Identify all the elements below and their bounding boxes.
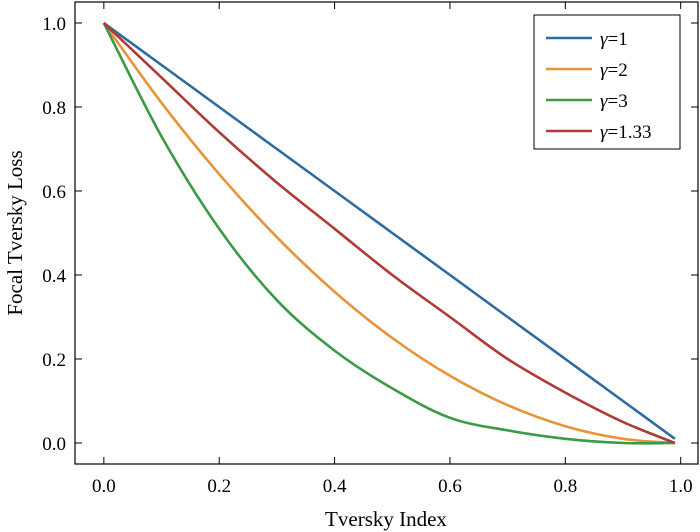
y-tick-label: 0.4 — [42, 266, 66, 287]
x-tick-label: 0.2 — [207, 476, 231, 497]
x-tick-label: 0.4 — [323, 476, 347, 497]
series-line-4 — [102, 22, 676, 445]
y-tick-label: 0.0 — [42, 434, 66, 455]
legend-label: γ=2 — [600, 60, 628, 81]
y-tick-label: 1.0 — [42, 14, 66, 35]
series-line-3 — [102, 22, 675, 445]
legend-label: γ=3 — [600, 91, 628, 112]
series-line-1 — [103, 21, 676, 440]
legend-label: γ=1.33 — [600, 122, 651, 143]
x-axis-ticks: 0.0 0.2 0.4 0.6 0.8 1.0 — [92, 2, 693, 497]
series-lines — [102, 21, 676, 445]
x-tick-label: 0.6 — [438, 476, 462, 497]
legend-label: γ=1 — [600, 29, 628, 50]
x-axis-label: Tversky Index — [325, 507, 447, 531]
series-line-2 — [102, 22, 676, 445]
y-axis-ticks: 0.0 0.2 0.4 0.6 0.8 1.0 — [42, 14, 698, 455]
y-tick-label: 0.8 — [42, 98, 66, 119]
plot-area-frame — [74, 1, 699, 465]
legend: γ=1 γ=2 γ=3 γ=1.33 — [533, 14, 681, 150]
x-tick-label: 0.8 — [553, 476, 577, 497]
x-tick-label: 0.0 — [92, 476, 116, 497]
x-tick-label: 1.0 — [669, 476, 693, 497]
y-tick-label: 0.2 — [42, 350, 66, 371]
y-axis-label: Focal Tversky Loss — [3, 150, 27, 315]
y-tick-label: 0.6 — [42, 182, 66, 203]
